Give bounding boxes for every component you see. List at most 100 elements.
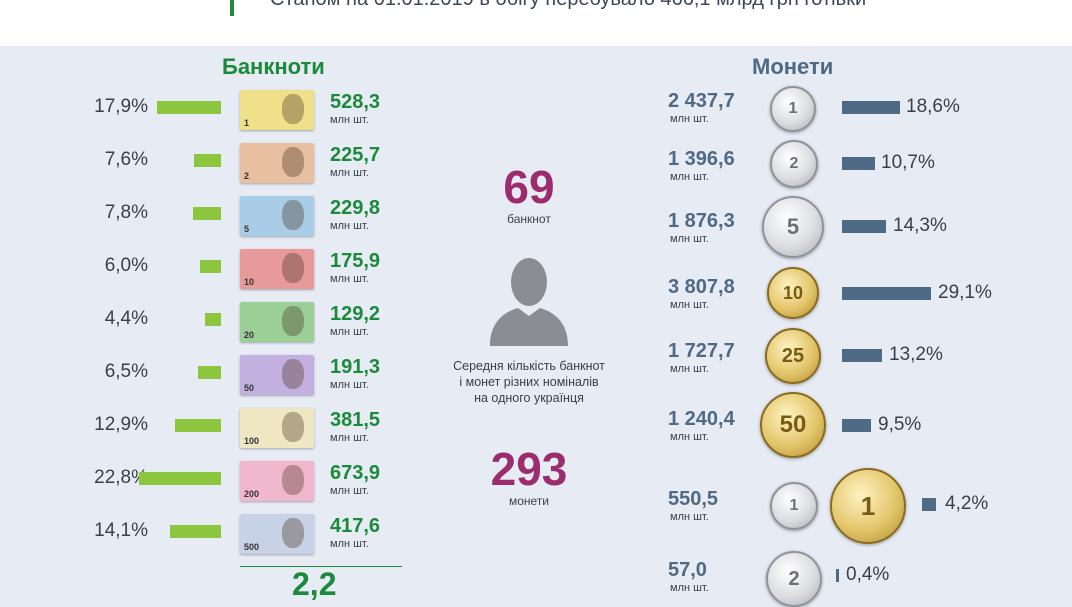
coin-bar [836, 569, 839, 582]
coin-unit: млн шт. [670, 431, 709, 443]
banknote-value: 229,8 [330, 197, 381, 219]
banknote-bar [205, 313, 221, 326]
coin-value: 1 876,3 [668, 210, 735, 232]
banknote-percent: 12,9% [94, 414, 148, 435]
banknote-value: 175,9 [330, 250, 381, 272]
banknotes-total: 2,2 [292, 566, 337, 602]
banknote-percent: 6,0% [104, 255, 148, 276]
banknote-row-100: 12,9% 100 381,5 млн шт. [0, 408, 420, 452]
coin-bar [842, 101, 900, 114]
coin-percent: 0,4% [846, 564, 890, 585]
coin-percent: 18,6% [906, 96, 960, 117]
coin-value: 3 807,8 [668, 276, 735, 298]
banknote-percent: 4,4% [104, 308, 148, 329]
banknote-bar [170, 525, 221, 538]
banknote-row-50: 6,5% 50 191,3 млн шт. [0, 355, 420, 399]
center-caption: Середня кількість банкнот і монет різних… [453, 359, 605, 405]
coin-unit: млн шт. [670, 582, 709, 594]
banknote-value: 673,9 [330, 462, 381, 484]
banknote-row-200: 22,8% 200 673,9 млн шт. [0, 461, 420, 505]
coin-image: 1 [770, 86, 816, 132]
coin-value: 1 396,6 [668, 148, 735, 170]
banknote-image: 500 [240, 514, 314, 554]
banknote-unit: млн шт. [330, 538, 369, 550]
coin-image: 50 [760, 392, 826, 458]
banknote-unit: млн шт. [330, 167, 369, 179]
banknote-bar [194, 154, 221, 167]
coins-per-person: 293 [490, 443, 568, 495]
coin-bar [842, 287, 931, 300]
banknote-row-10: 6,0% 10 175,9 млн шт. [0, 249, 420, 293]
person-icon [490, 258, 568, 346]
banknote-value: 381,5 [330, 409, 381, 431]
coin-bar [842, 349, 882, 362]
coin-image: 25 [765, 328, 821, 384]
banknotes-per-person: 69 [503, 161, 555, 213]
header-accent [230, 0, 234, 16]
banknotes-title: Банкноти [222, 54, 325, 79]
banknotes-total-divider [240, 566, 402, 567]
banknotes-per-person-label: банкнот [507, 212, 551, 226]
banknote-image: 5 [240, 196, 314, 236]
coin-image: 1 [770, 482, 818, 530]
banknote-image: 200 [240, 461, 314, 501]
coin-image: 5 [762, 196, 824, 258]
banknote-percent: 7,6% [104, 149, 148, 170]
banknote-unit: млн шт. [330, 432, 369, 444]
coin-image: 2 [770, 140, 818, 188]
banknote-image: 2 [240, 143, 314, 183]
coin-value: 1 240,4 [668, 408, 735, 430]
coin-value: 57,0 [668, 559, 707, 581]
banknote-image: 50 [240, 355, 314, 395]
banknote-value: 528,3 [330, 91, 381, 113]
coin-percent: 13,2% [889, 344, 943, 365]
coin-image: 10 [767, 267, 819, 319]
coin-bar [842, 157, 875, 170]
banknote-row-20: 4,4% 20 129,2 млн шт. [0, 302, 420, 346]
banknote-unit: млн шт. [330, 114, 369, 126]
banknote-bar [193, 207, 221, 220]
coin-percent: 29,1% [938, 282, 992, 303]
banknote-image: 100 [240, 408, 314, 448]
banknote-value: 225,7 [330, 144, 381, 166]
coin-percent: 14,3% [893, 215, 947, 236]
banknote-bar [200, 260, 221, 273]
coin-bar [842, 220, 886, 233]
banknote-unit: млн шт. [330, 379, 369, 391]
coin-unit: млн шт. [670, 511, 709, 523]
coin-unit: млн шт. [670, 299, 709, 311]
banknote-bar [198, 366, 221, 379]
coin-value: 550,5 [668, 488, 719, 510]
banknote-image: 10 [240, 249, 314, 289]
banknote-value: 191,3 [330, 356, 381, 378]
banknote-unit: млн шт. [330, 273, 369, 285]
banknote-value: 129,2 [330, 303, 381, 325]
coin-bar [922, 498, 936, 511]
coin-unit: млн шт. [670, 113, 709, 125]
banknote-value: 417,6 [330, 515, 381, 537]
coin-unit: млн шт. [670, 171, 709, 183]
coin-percent: 9,5% [878, 414, 922, 435]
banknote-percent: 6,5% [104, 361, 148, 382]
banknote-row-5: 7,8% 5 229,8 млн шт. [0, 196, 420, 240]
banknote-bar [157, 101, 221, 114]
banknote-unit: млн шт. [330, 220, 369, 232]
banknote-bar [139, 472, 221, 485]
coin-value: 1 727,7 [668, 340, 735, 362]
banknote-image: 1 [240, 90, 314, 130]
banknote-percent: 7,8% [104, 202, 148, 223]
banknote-row-1: 17,9% 1 528,3 млн шт. [0, 90, 420, 134]
header-bar: Станом на 01.01.2019 в обігу перебувало … [0, 0, 1072, 46]
coin-unit: млн шт. [670, 233, 709, 245]
coin-image: 2 [766, 551, 822, 607]
coin-percent: 10,7% [881, 152, 935, 173]
banknote-bar [175, 419, 221, 432]
banknote-row-2: 7,6% 2 225,7 млн шт. [0, 143, 420, 187]
banknote-percent: 14,1% [94, 520, 148, 541]
banknote-image: 20 [240, 302, 314, 342]
header-subtitle: Станом на 01.01.2019 в обігу перебувало … [270, 0, 866, 11]
coin-unit: млн шт. [670, 363, 709, 375]
coin-percent: 4,2% [945, 493, 989, 514]
banknote-percent: 17,9% [94, 96, 148, 117]
coins-per-person-label: монети [508, 494, 550, 508]
